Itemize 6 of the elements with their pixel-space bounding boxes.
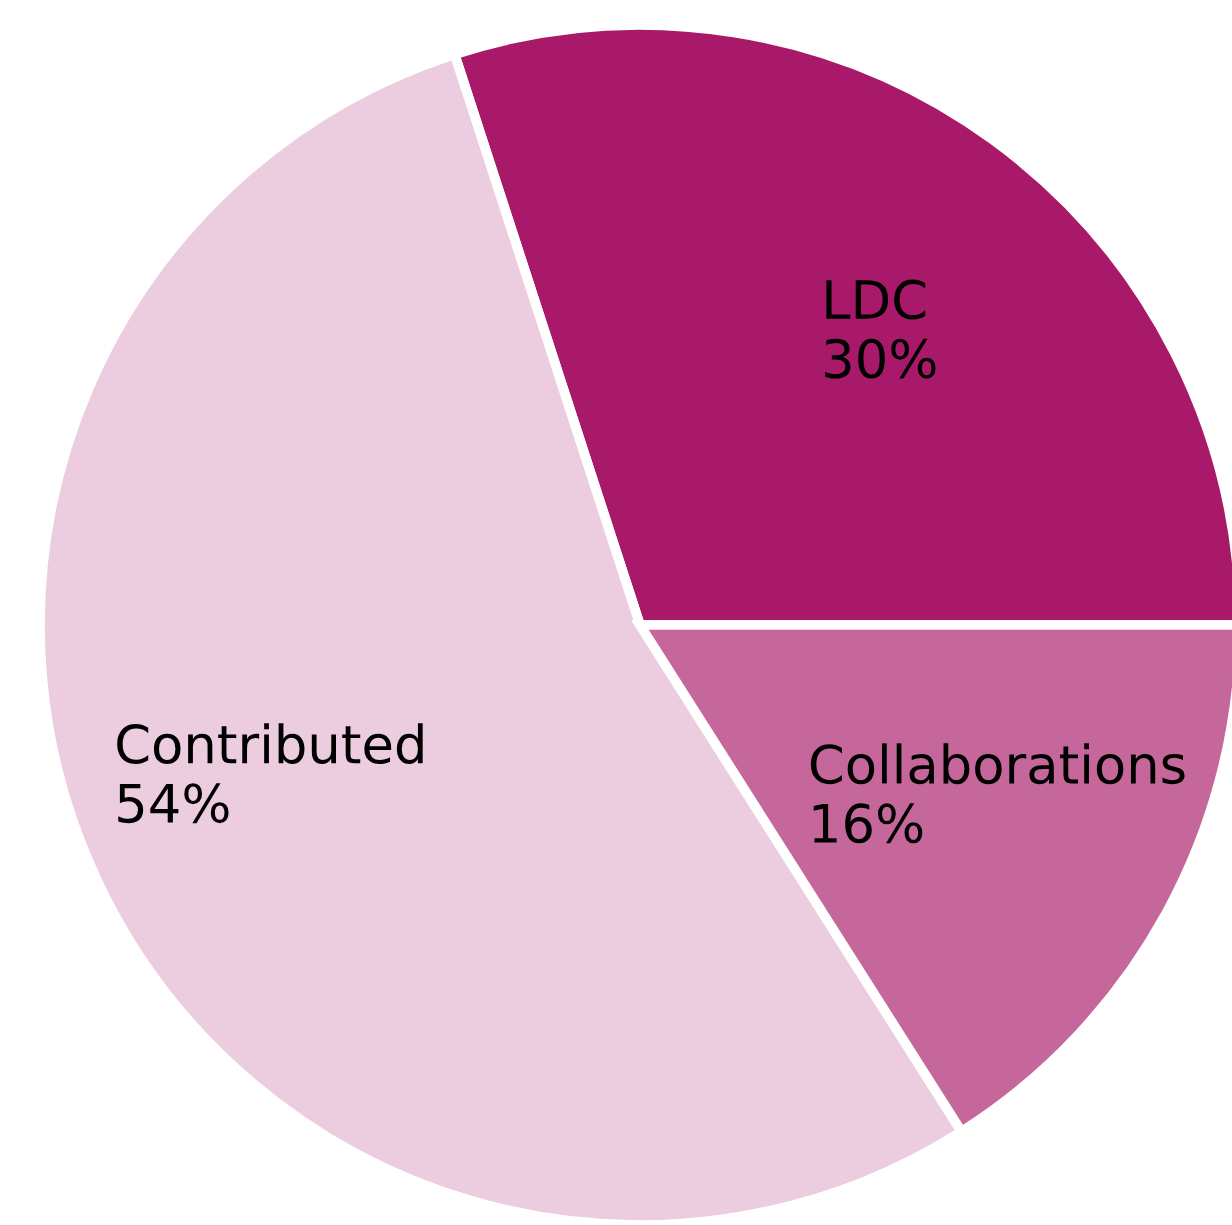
slice-label: Collaborations [810,743,1185,785]
data-label: 16% [813,803,923,844]
data-label: 54% [118,783,229,824]
data-label: 30% [825,338,936,379]
slice-label: Contributed [117,723,423,765]
slice-label: LDC [826,279,926,320]
